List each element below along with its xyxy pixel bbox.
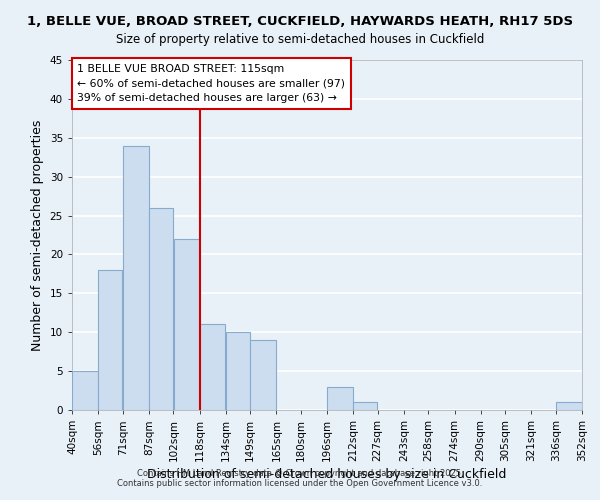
Bar bbox=[98, 270, 122, 410]
Bar bbox=[556, 402, 582, 410]
Text: 1 BELLE VUE BROAD STREET: 115sqm
← 60% of semi-detached houses are smaller (97)
: 1 BELLE VUE BROAD STREET: 115sqm ← 60% o… bbox=[77, 64, 345, 103]
Bar bbox=[226, 332, 250, 410]
Text: 1, BELLE VUE, BROAD STREET, CUCKFIELD, HAYWARDS HEATH, RH17 5DS: 1, BELLE VUE, BROAD STREET, CUCKFIELD, H… bbox=[27, 15, 573, 28]
Bar bbox=[72, 371, 98, 410]
Bar bbox=[173, 239, 199, 410]
Bar bbox=[250, 340, 276, 410]
Text: Size of property relative to semi-detached houses in Cuckfield: Size of property relative to semi-detach… bbox=[116, 32, 484, 46]
Text: Contains HM Land Registry data © Crown copyright and database right 2025.: Contains HM Land Registry data © Crown c… bbox=[137, 468, 463, 477]
Bar bbox=[149, 208, 173, 410]
Text: Contains public sector information licensed under the Open Government Licence v3: Contains public sector information licen… bbox=[118, 478, 482, 488]
X-axis label: Distribution of semi-detached houses by size in Cuckfield: Distribution of semi-detached houses by … bbox=[148, 468, 506, 481]
Y-axis label: Number of semi-detached properties: Number of semi-detached properties bbox=[31, 120, 44, 350]
Bar bbox=[200, 324, 226, 410]
Bar bbox=[123, 146, 149, 410]
Bar bbox=[327, 386, 353, 410]
Bar bbox=[353, 402, 377, 410]
